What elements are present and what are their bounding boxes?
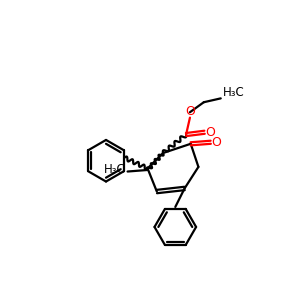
Text: H₃C: H₃C [103, 164, 125, 176]
Text: O: O [185, 105, 195, 118]
Text: O: O [211, 136, 221, 149]
Text: O: O [205, 126, 215, 139]
Text: H₃C: H₃C [223, 86, 245, 99]
